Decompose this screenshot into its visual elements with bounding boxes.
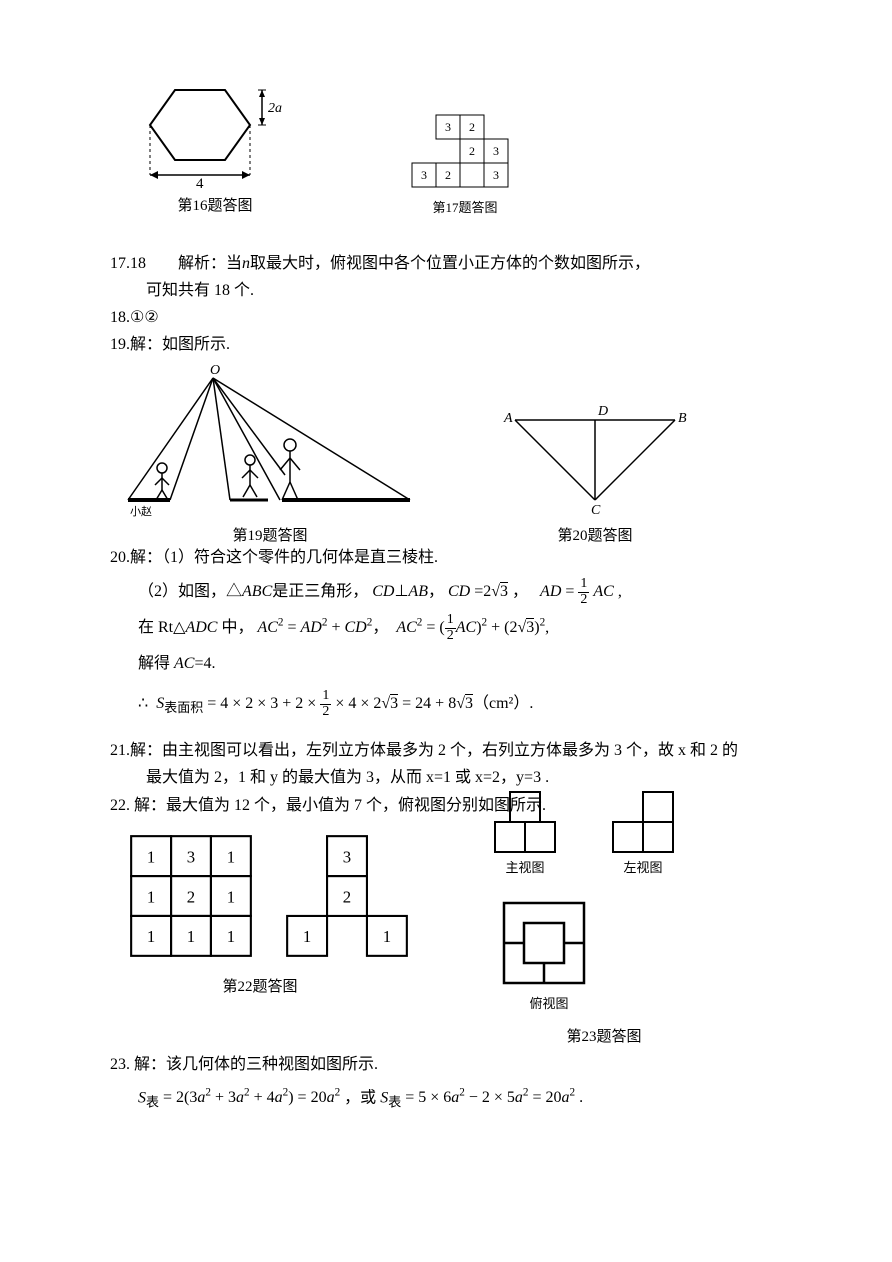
q20-s: S	[156, 695, 164, 712]
q20-sexpr3: = 24 + 8	[398, 695, 456, 712]
fig22-grid2: 3 2 1 1	[284, 833, 410, 959]
fig20-svg: A B C D	[500, 400, 690, 520]
q17-num: 17.18	[110, 255, 146, 272]
q17-analysis-b: 取最大时，俯视图中各个位置小正方体的个数如图所示，	[250, 255, 650, 272]
fig19-xiaozhao-label: 小赵	[130, 504, 152, 518]
q20-l2b: 是正三角形，	[272, 583, 368, 600]
svg-text:3: 3	[343, 847, 351, 866]
fig16-side-label: 2a	[268, 101, 282, 116]
q20-l3comma: ，	[372, 619, 388, 636]
svg-text:3: 3	[493, 144, 499, 158]
svg-text:1: 1	[383, 927, 391, 946]
q18-text: 18.①②	[110, 304, 782, 331]
fig17-container: 3 2 2 3 3 2 3 第17题答图	[410, 113, 520, 219]
q20-l2end: ,	[614, 583, 622, 600]
fig20-A: A	[503, 411, 513, 426]
q20-sexpr2: × 4 × 2	[331, 695, 381, 712]
fig19-svg: O	[110, 360, 430, 520]
q20-sunit: （cm²）.	[473, 695, 533, 712]
q17-var: n	[242, 255, 250, 272]
q19-text: 19.解：如图所示.	[110, 331, 782, 358]
fig16-svg: 4 2a	[140, 60, 290, 190]
q20-sexpr: = 4 × 2 × 3 + 2 ×	[207, 695, 320, 712]
q17-analysis-a: 解析：当	[178, 255, 242, 272]
q20-frac-n: 1	[578, 577, 589, 593]
svg-text:1: 1	[303, 927, 311, 946]
q20-l2a: （2）如图，△	[138, 583, 242, 600]
svg-text:1: 1	[227, 927, 235, 946]
svg-text:3: 3	[421, 168, 427, 182]
fig22-caption: 第22题答图	[160, 975, 360, 1001]
svg-text:3: 3	[493, 168, 499, 182]
q20-sfd: 2	[320, 705, 331, 720]
fig16-container: 4 2a 第16题答图	[140, 60, 290, 220]
fig20-B: B	[678, 411, 687, 426]
q23-esub2: 表	[388, 1094, 401, 1109]
q20-l3a: 在 Rt△	[138, 619, 185, 636]
svg-text:2: 2	[469, 120, 475, 134]
fig16-width-label: 4	[196, 176, 204, 190]
q23-ea: S	[138, 1089, 146, 1106]
q20-surface: ∴ S表面积 = 4 × 2 × 3 + 2 × 12 × 4 × 2√3 = …	[110, 689, 782, 719]
svg-text:1: 1	[147, 887, 155, 906]
q23-expr: S表 = 2(3a2 + 3a2 + 4a2) = 20a2 ，或 S表 = 5…	[110, 1084, 782, 1114]
q20-l3adc: ADC	[185, 619, 217, 636]
svg-text:1: 1	[227, 847, 235, 866]
q17-line1: 17.18 解析：当n取最大时，俯视图中各个位置小正方体的个数如图所示，	[110, 250, 782, 277]
q20-l2perp: ⊥	[394, 583, 408, 600]
q20-l2ac: AC	[593, 583, 613, 600]
q23-line1: 23. 解：该几何体的三种视图如图所示.	[110, 1051, 782, 1078]
fig23-caption: 第23题答图	[520, 1025, 688, 1051]
fig23-main-label: 主视图	[480, 857, 570, 879]
fig23-main	[480, 787, 570, 857]
fig19-container: O	[110, 360, 430, 550]
q20-l2c: ，	[428, 583, 444, 600]
svg-text:1: 1	[147, 847, 155, 866]
fig23-top	[494, 893, 594, 993]
fig17-svg: 3 2 2 3 3 2 3	[410, 113, 520, 193]
fig23-container: 主视图 左视图 俯视图 第23题答图	[480, 787, 688, 1051]
q20-ssub: 表面积	[164, 700, 203, 715]
svg-text:1: 1	[147, 927, 155, 946]
svg-text:1: 1	[227, 887, 235, 906]
svg-text:2: 2	[469, 144, 475, 158]
q20-l2cd2: CD	[448, 583, 470, 600]
q20-l2comma: ，	[508, 583, 528, 600]
q20-line2: （2）如图，△ABC是正三角形， CD⊥AB， CD =2√3 ， AD = 1…	[110, 577, 782, 607]
q17-line2: 可知共有 18 个.	[110, 277, 782, 304]
q20-frac-d: 2	[578, 593, 589, 608]
fig23-left	[598, 787, 688, 857]
fig20-caption: 第20题答图	[500, 524, 690, 550]
q20-line4: 解得 AC=4.	[110, 650, 782, 677]
q20-l2-ab: AB	[408, 583, 428, 600]
q20-l3b: 中，	[217, 619, 253, 636]
q21-line1: 21.解：由主视图可以看出，左列立方体最多为 2 个，右列立方体最多为 3 个，…	[110, 737, 782, 764]
fig22-grid1: 1 3 1 1 2 1 1 1 1	[128, 833, 254, 959]
q20-l2abc: ABC	[242, 583, 272, 600]
fig20-C: C	[591, 503, 601, 518]
q20-line3: 在 Rt△ADC 中， AC2 = AD2 + CD2， AC2 = (12AC…	[110, 613, 782, 643]
fig20-container: A B C D 第20题答图	[500, 400, 690, 550]
svg-text:3: 3	[187, 847, 195, 866]
fig23-left-label: 左视图	[598, 857, 688, 879]
q20-sfn: 1	[320, 689, 331, 705]
q20-l2ad: AD	[540, 583, 561, 600]
fig19-vertex-label: O	[210, 363, 220, 378]
svg-text:2: 2	[445, 168, 451, 182]
fig23-top-label: 俯视图	[494, 993, 604, 1015]
q20-l2cd: CD	[372, 583, 394, 600]
q23-esub: 表	[146, 1094, 159, 1109]
svg-text:2: 2	[187, 887, 195, 906]
fig16-caption: 第16题答图	[140, 194, 290, 220]
fig17-caption: 第17题答图	[410, 197, 520, 219]
fig20-D: D	[597, 404, 608, 419]
svg-text:3: 3	[445, 120, 451, 134]
svg-text:1: 1	[187, 927, 195, 946]
svg-text:2: 2	[343, 887, 351, 906]
